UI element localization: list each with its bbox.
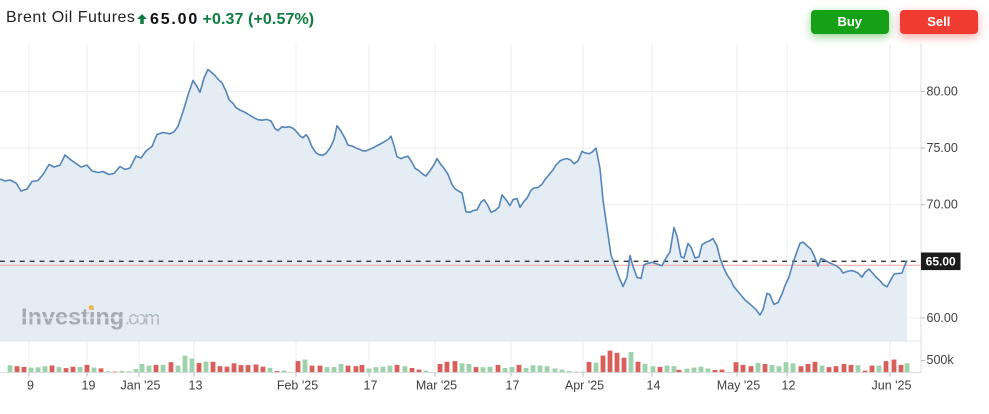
svg-text:Jan '25: Jan '25 (121, 379, 161, 393)
svg-text:500k: 500k (927, 353, 955, 367)
svg-text:70.00: 70.00 (927, 198, 958, 212)
svg-text:14: 14 (647, 379, 661, 393)
svg-text:Apr '25: Apr '25 (565, 379, 604, 393)
svg-text:Investing: Investing (21, 304, 124, 330)
svg-text:12: 12 (782, 379, 796, 393)
svg-text:17: 17 (364, 379, 378, 393)
svg-text:Feb '25: Feb '25 (277, 379, 318, 393)
svg-text:80.00: 80.00 (927, 85, 958, 99)
svg-text:13: 13 (189, 379, 203, 393)
svg-text:19: 19 (82, 379, 96, 393)
svg-text:17: 17 (506, 379, 520, 393)
svg-text:75.00: 75.00 (927, 141, 958, 155)
svg-text:60.00: 60.00 (927, 311, 958, 325)
svg-text:Mar '25: Mar '25 (416, 379, 457, 393)
svg-text:9: 9 (27, 379, 34, 393)
svg-text:Jun '25: Jun '25 (872, 379, 912, 393)
svg-text:May '25: May '25 (717, 379, 760, 393)
svg-text:65.00: 65.00 (926, 254, 956, 268)
svg-text:.com: .com (125, 309, 159, 330)
